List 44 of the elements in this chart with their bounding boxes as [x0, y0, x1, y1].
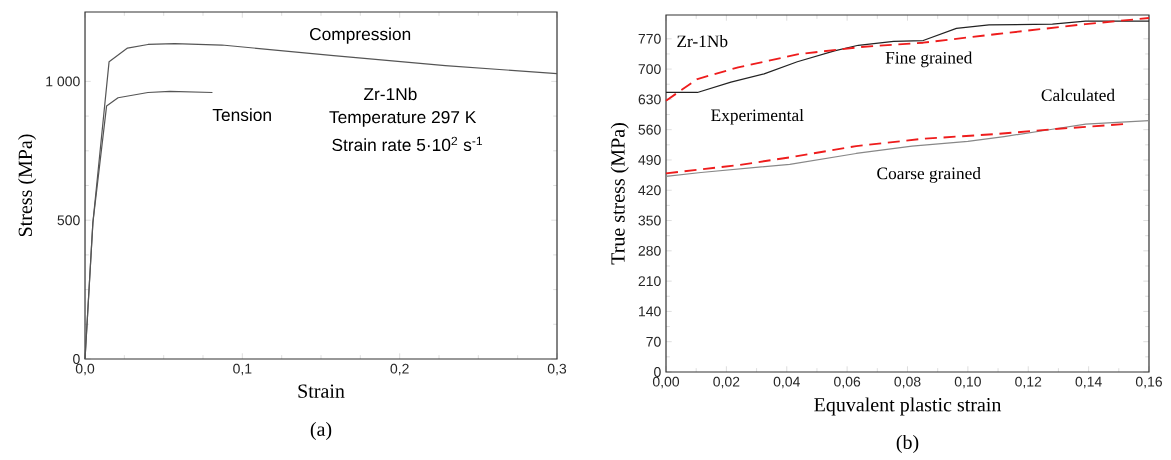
x-tick-label: 0,08 [894, 376, 921, 389]
y-tick-label: 770 [638, 33, 661, 44]
y-tick-label: 630 [638, 94, 661, 105]
y-axis-title: True stress (MPa) [610, 123, 629, 265]
annotation: Coarse grained [877, 167, 981, 183]
annotation: Zr-1Nb [677, 34, 728, 48]
annotation: Strain rate 5·10$^{2}$ s$^{-1}$ [332, 136, 483, 152]
y-tick-label: 420 [638, 185, 661, 196]
x-tick-label: 0,1 [233, 363, 252, 376]
x-tick-label: 0,3 [547, 363, 567, 376]
x-tick-label: 0,12 [1015, 376, 1042, 389]
y-tick-label: 210 [638, 276, 661, 287]
y-tick-label: 490 [638, 155, 661, 165]
annotation: Compression [310, 27, 411, 44]
x-tick-label: 0,14 [1075, 376, 1102, 389]
y-tick-label: 500 [57, 215, 80, 226]
x-tick-label: 0,0 [75, 363, 95, 376]
y-tick-label: 560 [638, 124, 661, 135]
y-tick-label: 350 [638, 215, 661, 226]
x-tick-label: 0,10 [954, 376, 981, 389]
x-tick-label: 0,2 [390, 363, 409, 376]
annotation: Fine grained [885, 51, 973, 68]
annotation: Zr-1Nb [363, 87, 417, 101]
text: (a) [310, 421, 332, 441]
annotation: Experimental [711, 108, 804, 125]
annotation: Calculated [1041, 88, 1115, 102]
x-tick-label: 0,00 [652, 376, 680, 389]
y-tick-label: 0 [654, 367, 661, 377]
x-tick-label: 0,06 [834, 376, 861, 389]
x-axis-title: Equvalent plastic strain [814, 397, 1002, 416]
x-tick-label: 0,02 [713, 376, 740, 389]
annotation: Tension [212, 108, 271, 122]
y-tick-label: 140 [639, 306, 661, 317]
annotation: Temperature 297 K [329, 111, 477, 127]
x-tick-label: 0,16 [1135, 376, 1162, 389]
y-axis-title: Stress (MPa) [18, 134, 37, 237]
x-tick-label: 0,04 [773, 376, 800, 389]
y-tick-label: 280 [638, 245, 661, 256]
y-tick-label: 1 000 [46, 76, 80, 87]
y-tick-label: 0 [73, 354, 80, 364]
x-axis-title: Strain [298, 384, 345, 398]
y-tick-label: 700 [638, 64, 661, 75]
y-tick-label: 70 [646, 336, 661, 347]
text: (b) [896, 434, 919, 454]
